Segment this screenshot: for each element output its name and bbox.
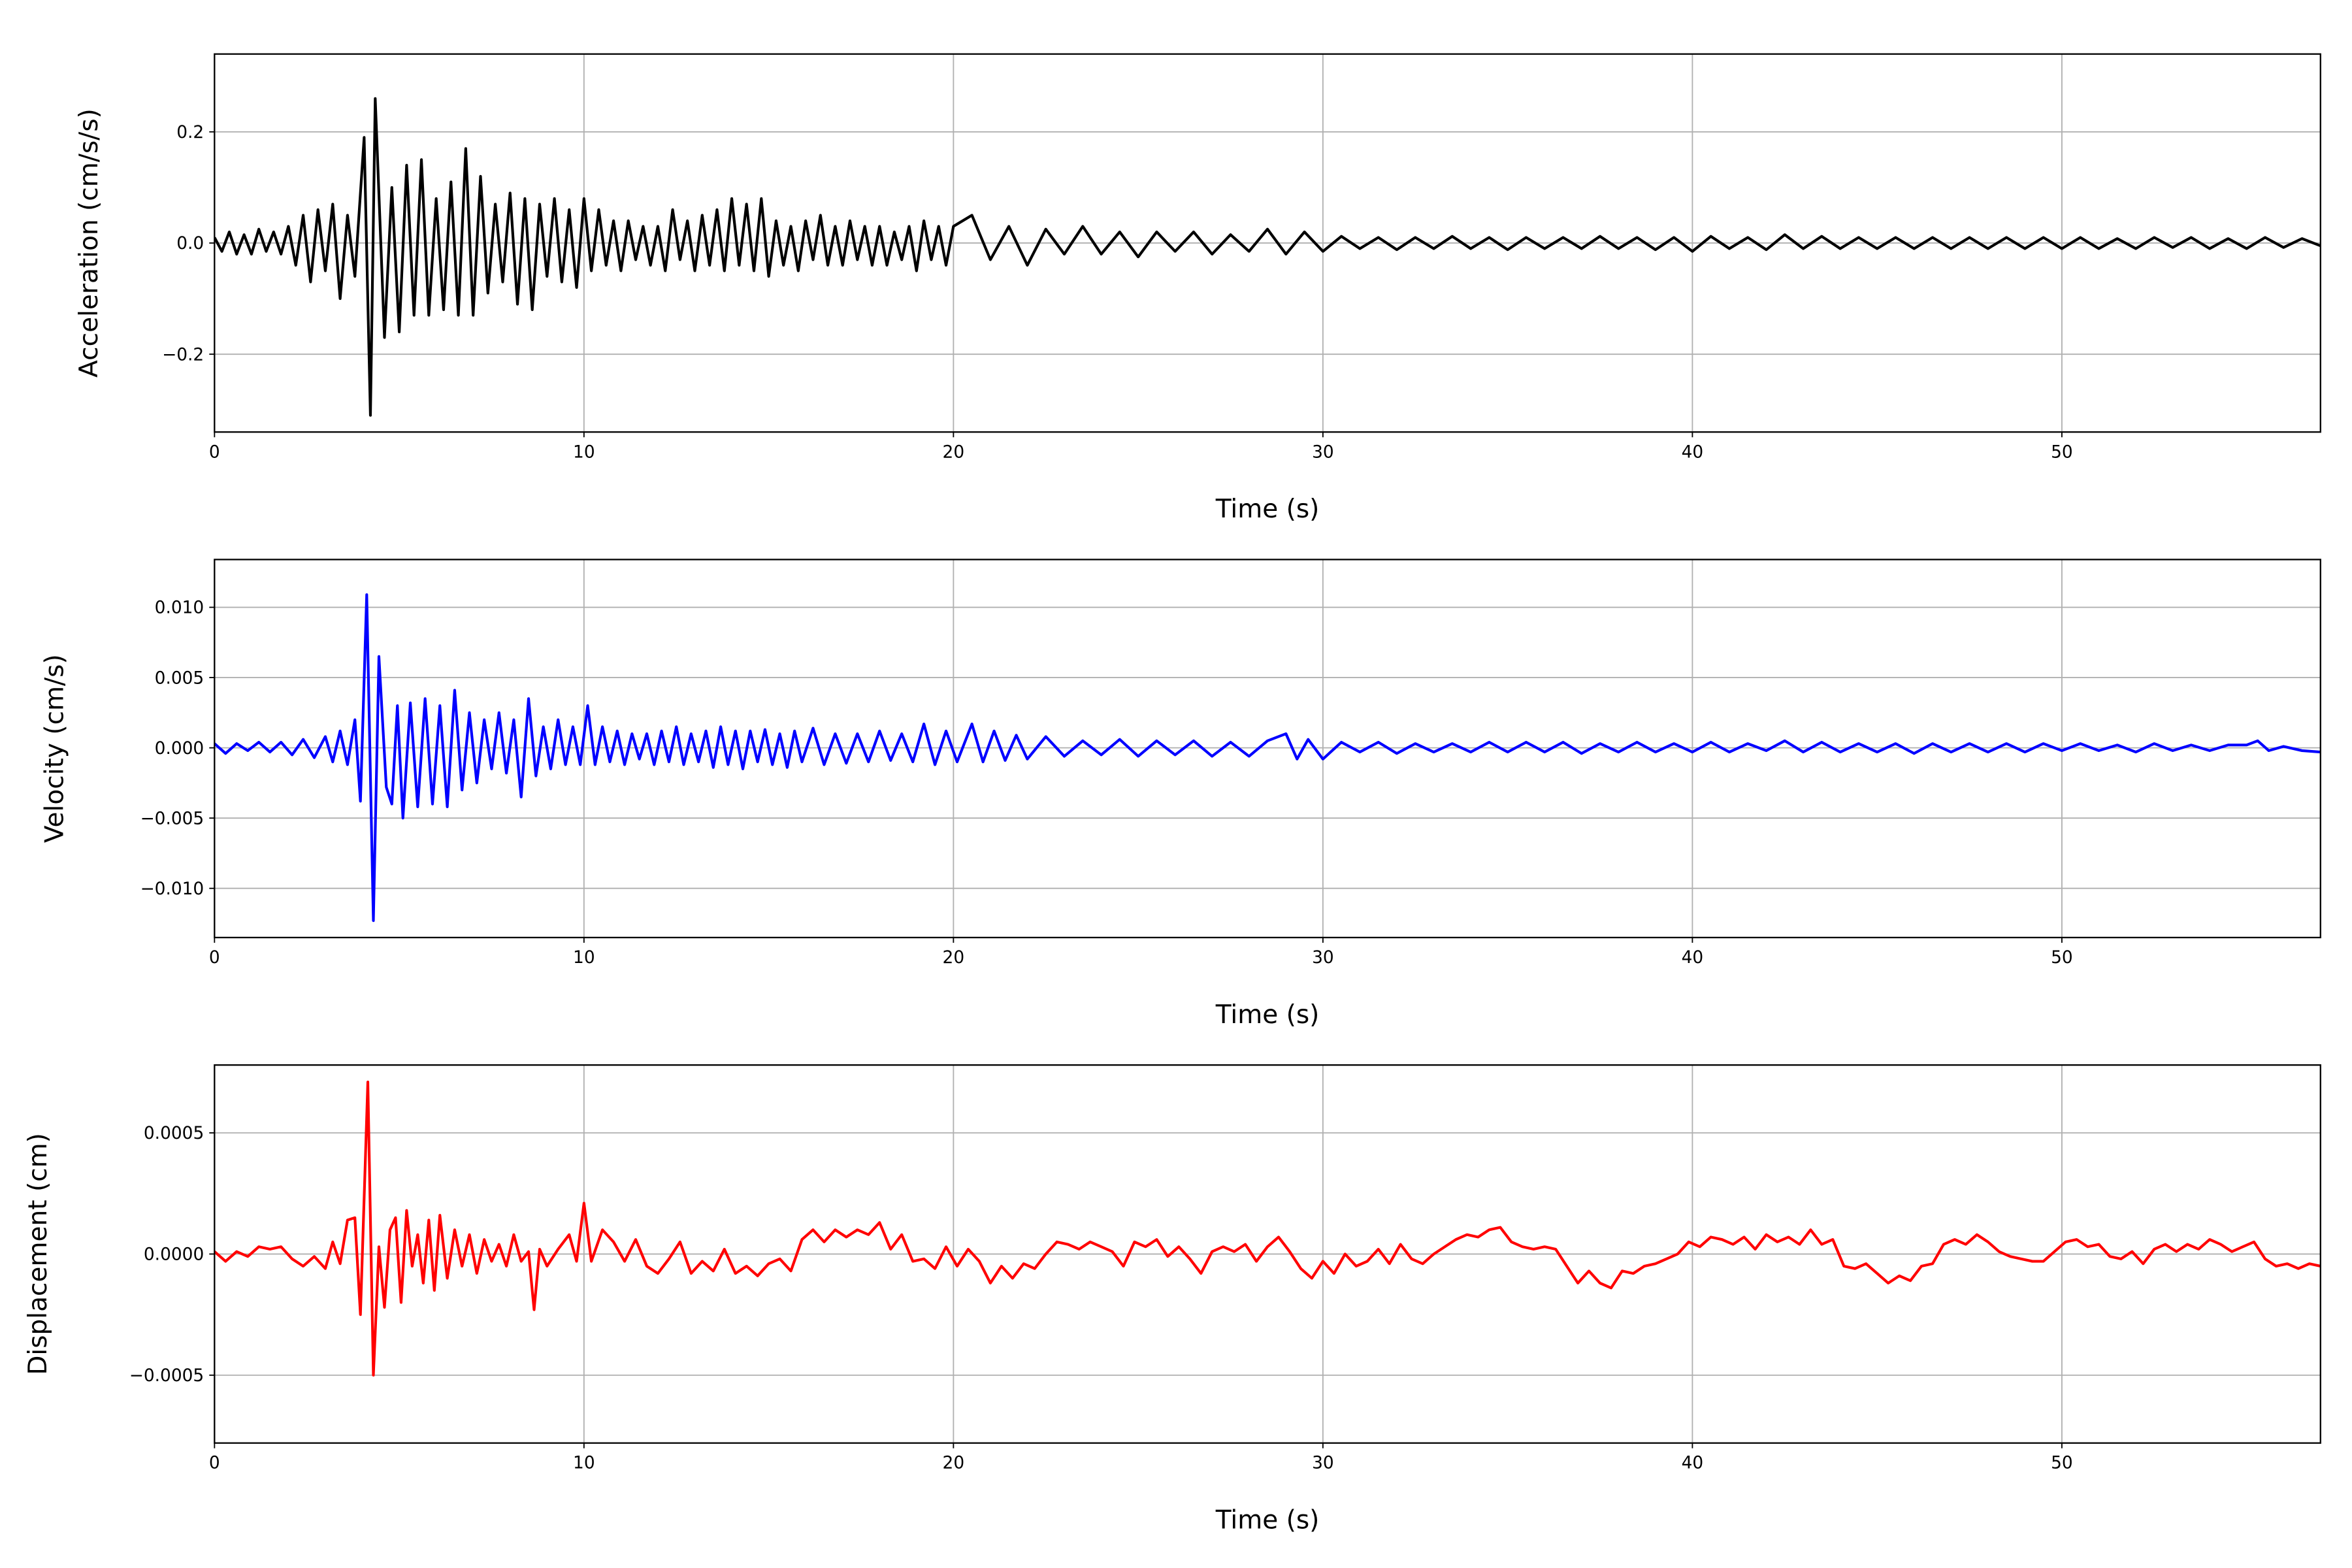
x-tick-label: 20 [943,442,965,462]
x-axis-label: Time (s) [1215,495,1320,524]
y-axis-label: Velocity (cm/s) [40,654,69,843]
displacement-series-line [214,1081,2321,1377]
y-tick-label: −0.2 [162,344,204,365]
x-axis-label: Time (s) [1215,1506,1320,1535]
x-tick-label: 0 [209,1453,220,1473]
y-tick-label: 0.0005 [144,1123,204,1143]
x-axis-label: Time (s) [1215,1000,1320,1030]
y-tick-label: 0.0000 [144,1245,204,1265]
x-tick-label: 10 [573,947,595,968]
y-tick-label: −0.005 [140,808,204,828]
axes-frame [214,559,2321,939]
x-tick-label: 40 [1682,1453,1704,1473]
x-tick-label: 10 [573,1453,595,1473]
y-axis-label: Acceleration (cm/s/s) [74,108,104,378]
x-tick-label: 20 [943,1453,965,1473]
x-tick-label: 0 [209,442,220,462]
displacement-subplot: 0 10 20 30 40 50 −0.0005 0.0000 0.0005 Time (s) Di… [24,1064,2321,1535]
velocity-series-line [214,593,2321,923]
y-tick-label: −0.0005 [129,1365,204,1386]
y-tick-label: 0.0 [176,233,204,253]
acceleration-subplot: 0 10 20 30 40 50 −0.2 0.0 0.2 Time (s) Acceleratio… [74,53,2321,524]
x-tick-label: 50 [2051,1453,2073,1473]
y-tick-label: 0.010 [155,598,204,618]
axes-frame [214,53,2321,433]
x-tick-label: 50 [2051,442,2073,462]
x-tick-label: 40 [1682,442,1704,462]
x-tick-label: 0 [209,947,220,968]
x-tick-label: 10 [573,442,595,462]
axes-frame [214,1064,2321,1444]
y-axis-label: Displacement (cm) [24,1133,53,1375]
y-tick-label: 0.2 [176,122,204,142]
x-tick-label: 30 [1312,1453,1334,1473]
y-tick-label: 0.005 [155,668,204,688]
x-tick-label: 40 [1682,947,1704,968]
y-tick-label: 0.000 [155,738,204,759]
acceleration-series-line [214,97,2321,417]
x-tick-label: 50 [2051,947,2073,968]
x-tick-label: 20 [943,947,965,968]
x-tick-label: 30 [1312,947,1334,968]
y-tick-label: −0.010 [140,879,204,899]
velocity-subplot: 0 10 20 30 40 50 −0.010 −0.005 0.000 0.005 0.010 Ti… [40,559,2321,1030]
x-tick-label: 30 [1312,442,1334,462]
